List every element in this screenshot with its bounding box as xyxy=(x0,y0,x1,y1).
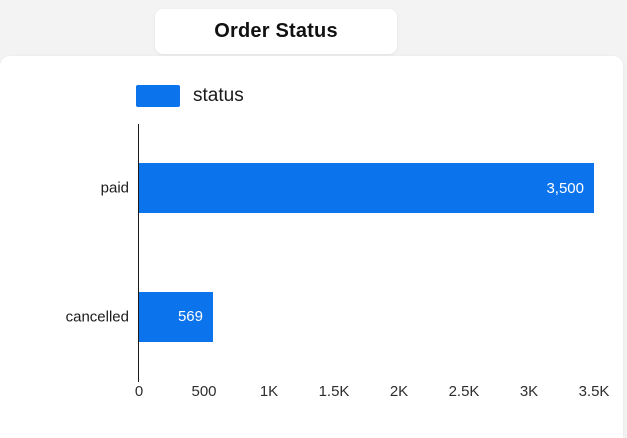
chart-title-card: Order Status xyxy=(155,9,397,54)
x-tick-label: 1.5K xyxy=(318,383,350,400)
x-tick-label: 1K xyxy=(259,383,279,400)
chart-panel: status 3,500 paid 569 cancelled 0 500 1K 1.5K 2K… xyxy=(0,56,623,438)
bar-paid[interactable]: 3,500 xyxy=(139,163,594,214)
x-tick-label: 3.5K xyxy=(578,383,610,400)
category-label-paid: paid xyxy=(100,179,129,197)
x-tick-label: 2.5K xyxy=(448,383,480,400)
x-tick-label: 2K xyxy=(389,383,409,400)
x-tick-label: 500 xyxy=(191,383,217,400)
bar-cancelled[interactable]: 569 xyxy=(139,291,213,342)
legend-label: status xyxy=(193,85,244,106)
page-title: Order Status xyxy=(214,20,338,42)
bar-value-label: 3,500 xyxy=(546,179,584,197)
legend-swatch xyxy=(136,85,180,107)
x-tick-label: 3K xyxy=(519,383,539,400)
legend-item-status[interactable]: status xyxy=(136,85,244,107)
category-label-cancelled: cancelled xyxy=(65,308,129,326)
x-tick-label: 0 xyxy=(134,383,144,400)
bar-value-label: 569 xyxy=(177,308,203,326)
y-axis-line xyxy=(138,124,139,382)
bar-chart: 3,500 paid 569 cancelled 0 500 1K 1.5K 2K 2.5K 3K 3… xyxy=(0,56,623,438)
